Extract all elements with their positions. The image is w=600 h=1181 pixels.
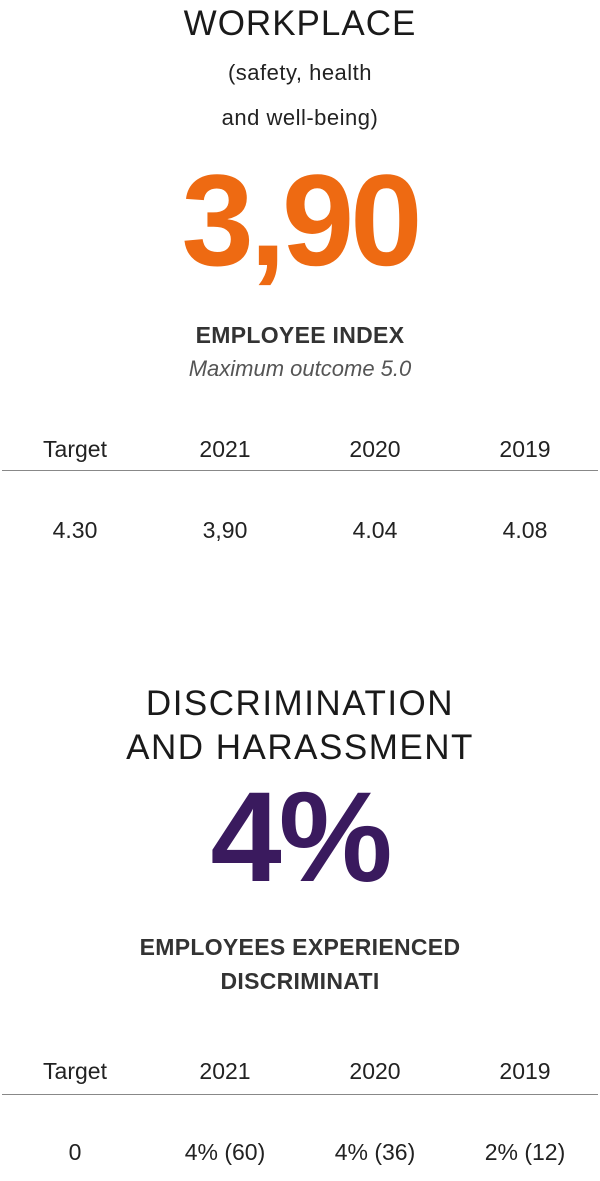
table-cell: 0 — [68, 1139, 82, 1165]
table-header-cell: 2020 — [349, 436, 401, 462]
workplace-subtitle-line2: and well-being) — [221, 105, 379, 130]
table-cell: 4.04 — [352, 517, 398, 543]
employee-index-label: EMPLOYEE INDEX — [195, 322, 405, 348]
table-cell: 4.30 — [52, 517, 98, 543]
discrimination-title-line2: AND HARASSMENT — [126, 728, 474, 767]
table-cell: 3,90 — [202, 517, 248, 543]
table-header-cell: 2021 — [199, 1058, 251, 1084]
table-divider — [2, 1094, 598, 1095]
table-cell: 4.08 — [502, 517, 548, 543]
table-row: 4.30 3,90 4.04 4.08 — [0, 517, 600, 544]
discrimination-value: 4% — [210, 766, 393, 909]
workplace-subtitle-line1: (safety, health — [227, 60, 373, 85]
table-cell: 4% (60) — [184, 1139, 266, 1165]
table-header-cell: Target — [43, 1058, 107, 1084]
table-cell: 2% (12) — [484, 1139, 566, 1165]
table-header-cell: 2019 — [499, 436, 551, 462]
table-header-cell: 2020 — [349, 1058, 401, 1084]
table-cell: 4% (36) — [334, 1139, 416, 1165]
table-row: 0 4% (60) 4% (36) 2% (12) — [0, 1139, 600, 1166]
discrimination-label-line2: DISCRIMINATI — [220, 968, 380, 994]
table-header-row: Target 2021 2020 2019 — [0, 1058, 600, 1094]
table-header-cell: Target — [43, 436, 107, 462]
discrimination-label-line1: EMPLOYEES EXPERIENCED — [139, 934, 461, 960]
employee-index-value: 3,90 — [181, 147, 422, 293]
table-header-cell: 2021 — [199, 436, 251, 462]
maximum-outcome-note: Maximum outcome 5.0 — [188, 356, 412, 381]
table-header-row: Target 2021 2020 2019 — [0, 436, 600, 470]
employee-index-table: Target 2021 2020 2019 4.30 3,90 4.04 4.0… — [0, 436, 600, 544]
discrimination-table: Target 2021 2020 2019 0 4% (60) 4% (36) … — [0, 1058, 600, 1166]
workplace-title: WORKPLACE — [183, 4, 417, 43]
discrimination-title-line1: DISCRIMINATION — [145, 684, 455, 723]
table-divider — [2, 470, 598, 471]
table-header-cell: 2019 — [499, 1058, 551, 1084]
